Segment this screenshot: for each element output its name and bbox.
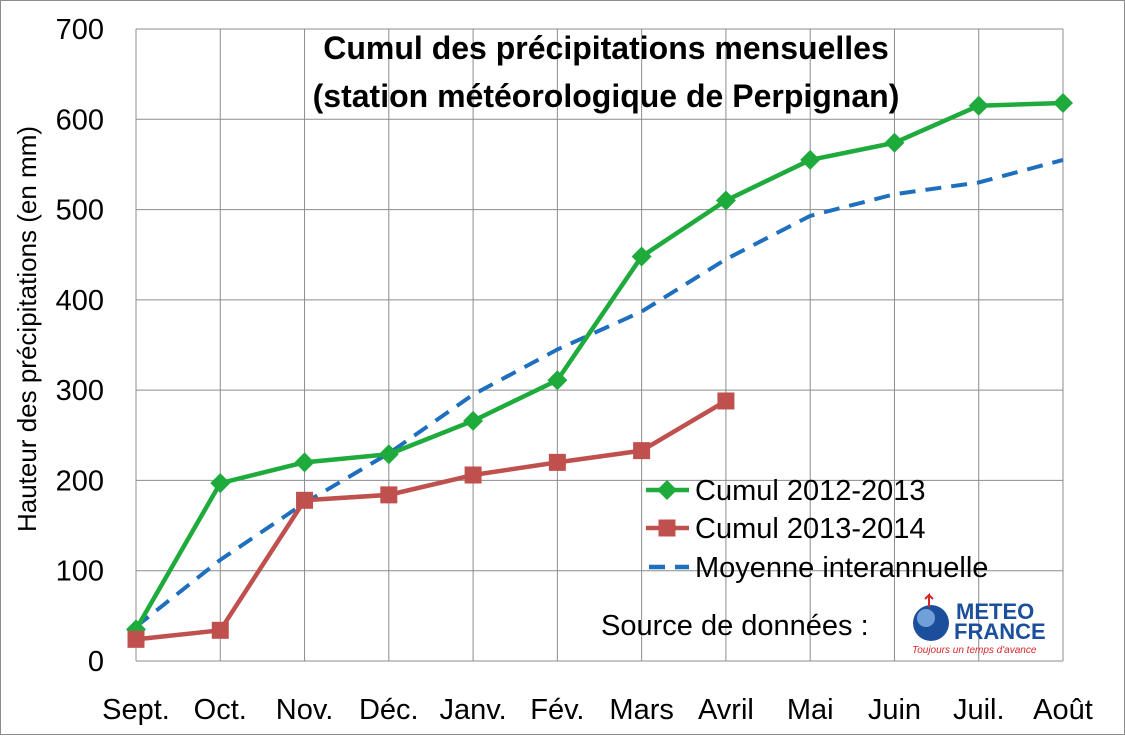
legend: Cumul 2012-2013 Cumul 2013-2014 Moyenne in… — [646, 475, 988, 584]
legend-label: Cumul 2013-2014 — [695, 513, 926, 545]
data-point — [548, 453, 566, 471]
y-tick-label: 200 — [56, 465, 104, 497]
x-tick-label: Juil. — [953, 694, 1005, 726]
series-2 — [134, 157, 1064, 629]
data-point — [380, 486, 398, 504]
data-point — [463, 410, 484, 431]
chart-title-line1: Cumul des précipitations mensuelles — [323, 30, 888, 66]
grid-lines — [135, 28, 1064, 662]
data-point — [127, 630, 145, 648]
x-tick-label: Oct. — [194, 694, 247, 726]
data-point — [378, 444, 399, 465]
source-credit: Source de données : METEO FRANCE Toujour… — [601, 592, 1046, 656]
chart-title-line2: (station météorologique de Perpignan) — [313, 78, 900, 114]
x-tick-label: Nov. — [276, 694, 333, 726]
x-tick-label: Juin — [868, 694, 921, 726]
series-line — [134, 100, 1064, 631]
y-tick-labels: 0 100 200 300 400 500 600 700 — [56, 14, 104, 678]
y-tick-label: 700 — [56, 14, 104, 46]
data-point — [211, 621, 229, 639]
data-point — [294, 452, 315, 473]
logo-line1: METEO — [956, 599, 1034, 624]
legend-item: Cumul 2013-2014 — [646, 513, 926, 545]
data-point — [1053, 93, 1073, 114]
data-point — [296, 491, 314, 509]
y-tick-label: 600 — [56, 104, 104, 136]
series-line — [134, 157, 1064, 629]
legend-marker — [658, 519, 676, 537]
logo-arrow-icon — [924, 592, 934, 607]
series-1 — [127, 392, 735, 648]
data-point — [631, 246, 652, 267]
y-tick-label: 300 — [56, 375, 104, 407]
series-0 — [126, 93, 1073, 640]
y-tick-label: 400 — [56, 285, 104, 317]
x-tick-label: Sept. — [102, 694, 170, 726]
data-point — [800, 149, 821, 170]
data-point — [715, 190, 736, 211]
legend-label: Moyenne interannuelle — [695, 552, 988, 584]
data-point — [464, 466, 482, 484]
y-tick-label: 100 — [56, 556, 104, 588]
legend-item: Cumul 2012-2013 — [646, 475, 926, 507]
x-tick-label: Avril — [698, 694, 754, 726]
x-tick-label: Déc. — [359, 694, 419, 726]
source-label: Source de données : — [601, 610, 869, 642]
meteo-france-logo: METEO FRANCE Toujours un temps d'avance — [912, 592, 1046, 656]
data-point — [210, 473, 231, 494]
x-tick-label: Fév. — [530, 694, 584, 726]
series-line — [135, 399, 728, 642]
logo-line2: FRANCE — [954, 619, 1046, 644]
x-tick-label: Août — [1033, 694, 1093, 726]
data-point — [717, 392, 735, 410]
x-tick-labels: Sept. Oct. Nov. Déc. Janv. Fév. Mars Avril Mai Ju… — [102, 694, 1093, 726]
logo-tagline: Toujours un temps d'avance — [912, 645, 1037, 656]
y-tick-label: 500 — [56, 195, 104, 227]
legend-item: Moyenne interannuelle — [649, 552, 988, 584]
series-group — [126, 93, 1073, 648]
data-point — [884, 132, 905, 153]
data-point — [547, 370, 568, 391]
x-tick-label: Mai — [787, 694, 834, 726]
data-point — [968, 95, 989, 116]
x-tick-label: Mars — [609, 694, 673, 726]
y-axis-label: Hauteur des précipitations (en mm) — [12, 126, 42, 532]
data-point — [633, 442, 651, 460]
legend-marker — [657, 480, 677, 500]
x-tick-label: Janv. — [440, 694, 507, 726]
legend-label: Cumul 2012-2013 — [695, 475, 926, 507]
y-tick-label: 0 — [88, 646, 104, 678]
